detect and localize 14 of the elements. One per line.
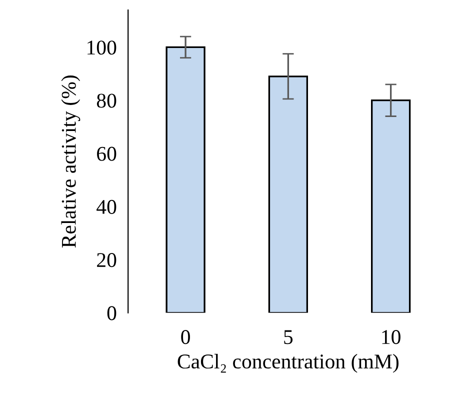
y-tick-label: 80: [96, 94, 116, 108]
bar: [166, 46, 206, 313]
y-tick-label: 20: [97, 253, 116, 268]
y-tick-label: 0: [107, 306, 116, 320]
y-tick-label: 100: [88, 40, 116, 55]
x-tick-label: 5: [284, 330, 293, 344]
x-axis-title: CaCl₂ concentration (mM): [178, 354, 399, 373]
bar: [371, 99, 411, 313]
y-tick-label: 40: [96, 200, 116, 214]
x-tick-label: 0: [181, 330, 190, 344]
bar: [268, 76, 308, 313]
y-tick-label: 60: [97, 146, 116, 161]
y-axis-title: Relative activity (%): [61, 76, 80, 248]
x-tick-label: 10: [382, 330, 400, 344]
